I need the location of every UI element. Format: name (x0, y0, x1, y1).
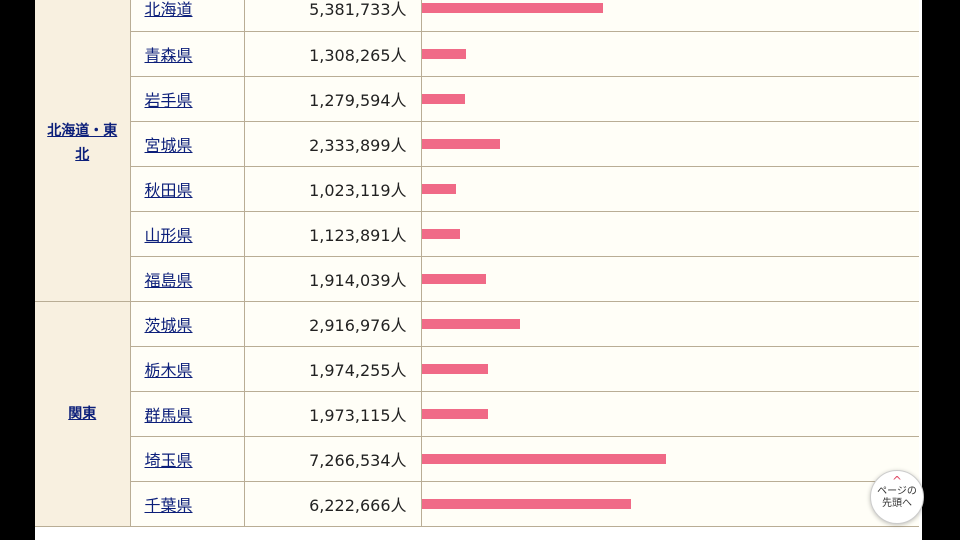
region-link-hokkaido-tohoku[interactable]: 北海道・東北 (47, 123, 118, 164)
population-value: 7,266,534人 (243, 436, 421, 482)
population-bar (421, 498, 631, 509)
population-bar (421, 363, 488, 374)
table-row: 群馬県 1,973,115人 (35, 391, 919, 437)
prefecture-link[interactable]: 福島県 (144, 270, 193, 290)
prefecture-link[interactable]: 栃木県 (144, 360, 193, 380)
bar-cell (420, 391, 919, 437)
prefecture-cell: 北海道 (129, 0, 244, 32)
region-cell: 関東 (35, 301, 130, 527)
table-row: 青森県 1,308,265人 (35, 31, 919, 77)
population-bar (421, 138, 500, 149)
bar-cell (420, 436, 919, 482)
bar-cell (420, 481, 919, 527)
population-value: 1,308,265人 (243, 31, 421, 77)
population-value: 1,974,255人 (243, 346, 421, 392)
prefecture-link[interactable]: 岩手県 (144, 90, 193, 110)
population-value: 1,279,594人 (243, 76, 421, 122)
bar-cell (420, 256, 919, 302)
prefecture-link[interactable]: 埼玉県 (144, 450, 193, 470)
population-bar (421, 93, 465, 104)
prefecture-cell: 埼玉県 (129, 436, 244, 482)
chevron-up-icon: ^ (891, 474, 903, 488)
prefecture-cell: 千葉県 (129, 481, 244, 527)
prefecture-link[interactable]: 宮城県 (144, 135, 193, 155)
bar-cell (420, 166, 919, 212)
table-row: 埼玉県 7,266,534人 (35, 436, 919, 482)
prefecture-cell: 青森県 (129, 31, 244, 77)
population-value: 5,381,733人 (243, 0, 421, 32)
prefecture-cell: 岩手県 (129, 76, 244, 122)
population-bar (421, 318, 520, 329)
population-table: 北海道・東北 北海道 5,381,733人 青森県 1,308,265人 岩手県… (35, 0, 919, 527)
population-value: 6,222,666人 (243, 481, 421, 527)
prefecture-link[interactable]: 千葉県 (144, 495, 193, 515)
prefecture-link[interactable]: 群馬県 (144, 405, 193, 425)
prefecture-link[interactable]: 青森県 (144, 45, 193, 65)
region-link-kanto[interactable]: 関東 (68, 405, 97, 422)
prefecture-cell: 茨城県 (129, 301, 244, 347)
population-bar (421, 453, 666, 464)
prefecture-cell: 福島県 (129, 256, 244, 302)
population-bar (421, 228, 460, 239)
page-content: 北海道・東北 北海道 5,381,733人 青森県 1,308,265人 岩手県… (35, 0, 922, 540)
prefecture-link[interactable]: 秋田県 (144, 180, 193, 200)
population-bar (421, 408, 488, 419)
population-value: 1,023,119人 (243, 166, 421, 212)
population-value: 1,914,039人 (243, 256, 421, 302)
bar-cell (420, 346, 919, 392)
population-bar (421, 3, 603, 14)
prefecture-link[interactable]: 茨城県 (144, 315, 193, 335)
population-value: 1,123,891人 (243, 211, 421, 257)
population-bar (421, 48, 466, 59)
table-row: 秋田県 1,023,119人 (35, 166, 919, 212)
table-row: 北海道・東北 北海道 5,381,733人 (35, 0, 919, 302)
bar-cell (420, 76, 919, 122)
population-value: 1,973,115人 (243, 391, 421, 437)
scroll-to-top-button[interactable]: ^ ページの 先頭へ (870, 470, 924, 524)
scroll-to-top-label-2: 先頭へ (882, 498, 912, 509)
prefecture-link[interactable]: 山形県 (144, 225, 193, 245)
population-value: 2,333,899人 (243, 121, 421, 167)
prefecture-cell: 山形県 (129, 211, 244, 257)
population-value: 2,916,976人 (243, 301, 421, 347)
table-row: 宮城県 2,333,899人 (35, 121, 919, 167)
table-row: 栃木県 1,974,255人 (35, 346, 919, 392)
population-bar (421, 183, 456, 194)
prefecture-link[interactable]: 北海道 (144, 0, 193, 20)
table-row: 千葉県 6,222,666人 (35, 481, 919, 527)
bar-cell (420, 31, 919, 77)
bar-cell (420, 301, 919, 347)
region-cell: 北海道・東北 (35, 0, 130, 302)
prefecture-cell: 栃木県 (129, 346, 244, 392)
prefecture-cell: 宮城県 (129, 121, 244, 167)
bar-cell (420, 211, 919, 257)
prefecture-cell: 秋田県 (129, 166, 244, 212)
table-row: 岩手県 1,279,594人 (35, 76, 919, 122)
prefecture-cell: 群馬県 (129, 391, 244, 437)
bar-cell (420, 121, 919, 167)
table-row: 山形県 1,123,891人 (35, 211, 919, 257)
population-bar (421, 273, 486, 284)
bar-cell (420, 0, 919, 32)
scroll-to-top-label-1: ページの (877, 486, 917, 497)
table-row: 福島県 1,914,039人 (35, 256, 919, 302)
table-row: 関東 茨城県 2,916,976人 (35, 301, 919, 527)
